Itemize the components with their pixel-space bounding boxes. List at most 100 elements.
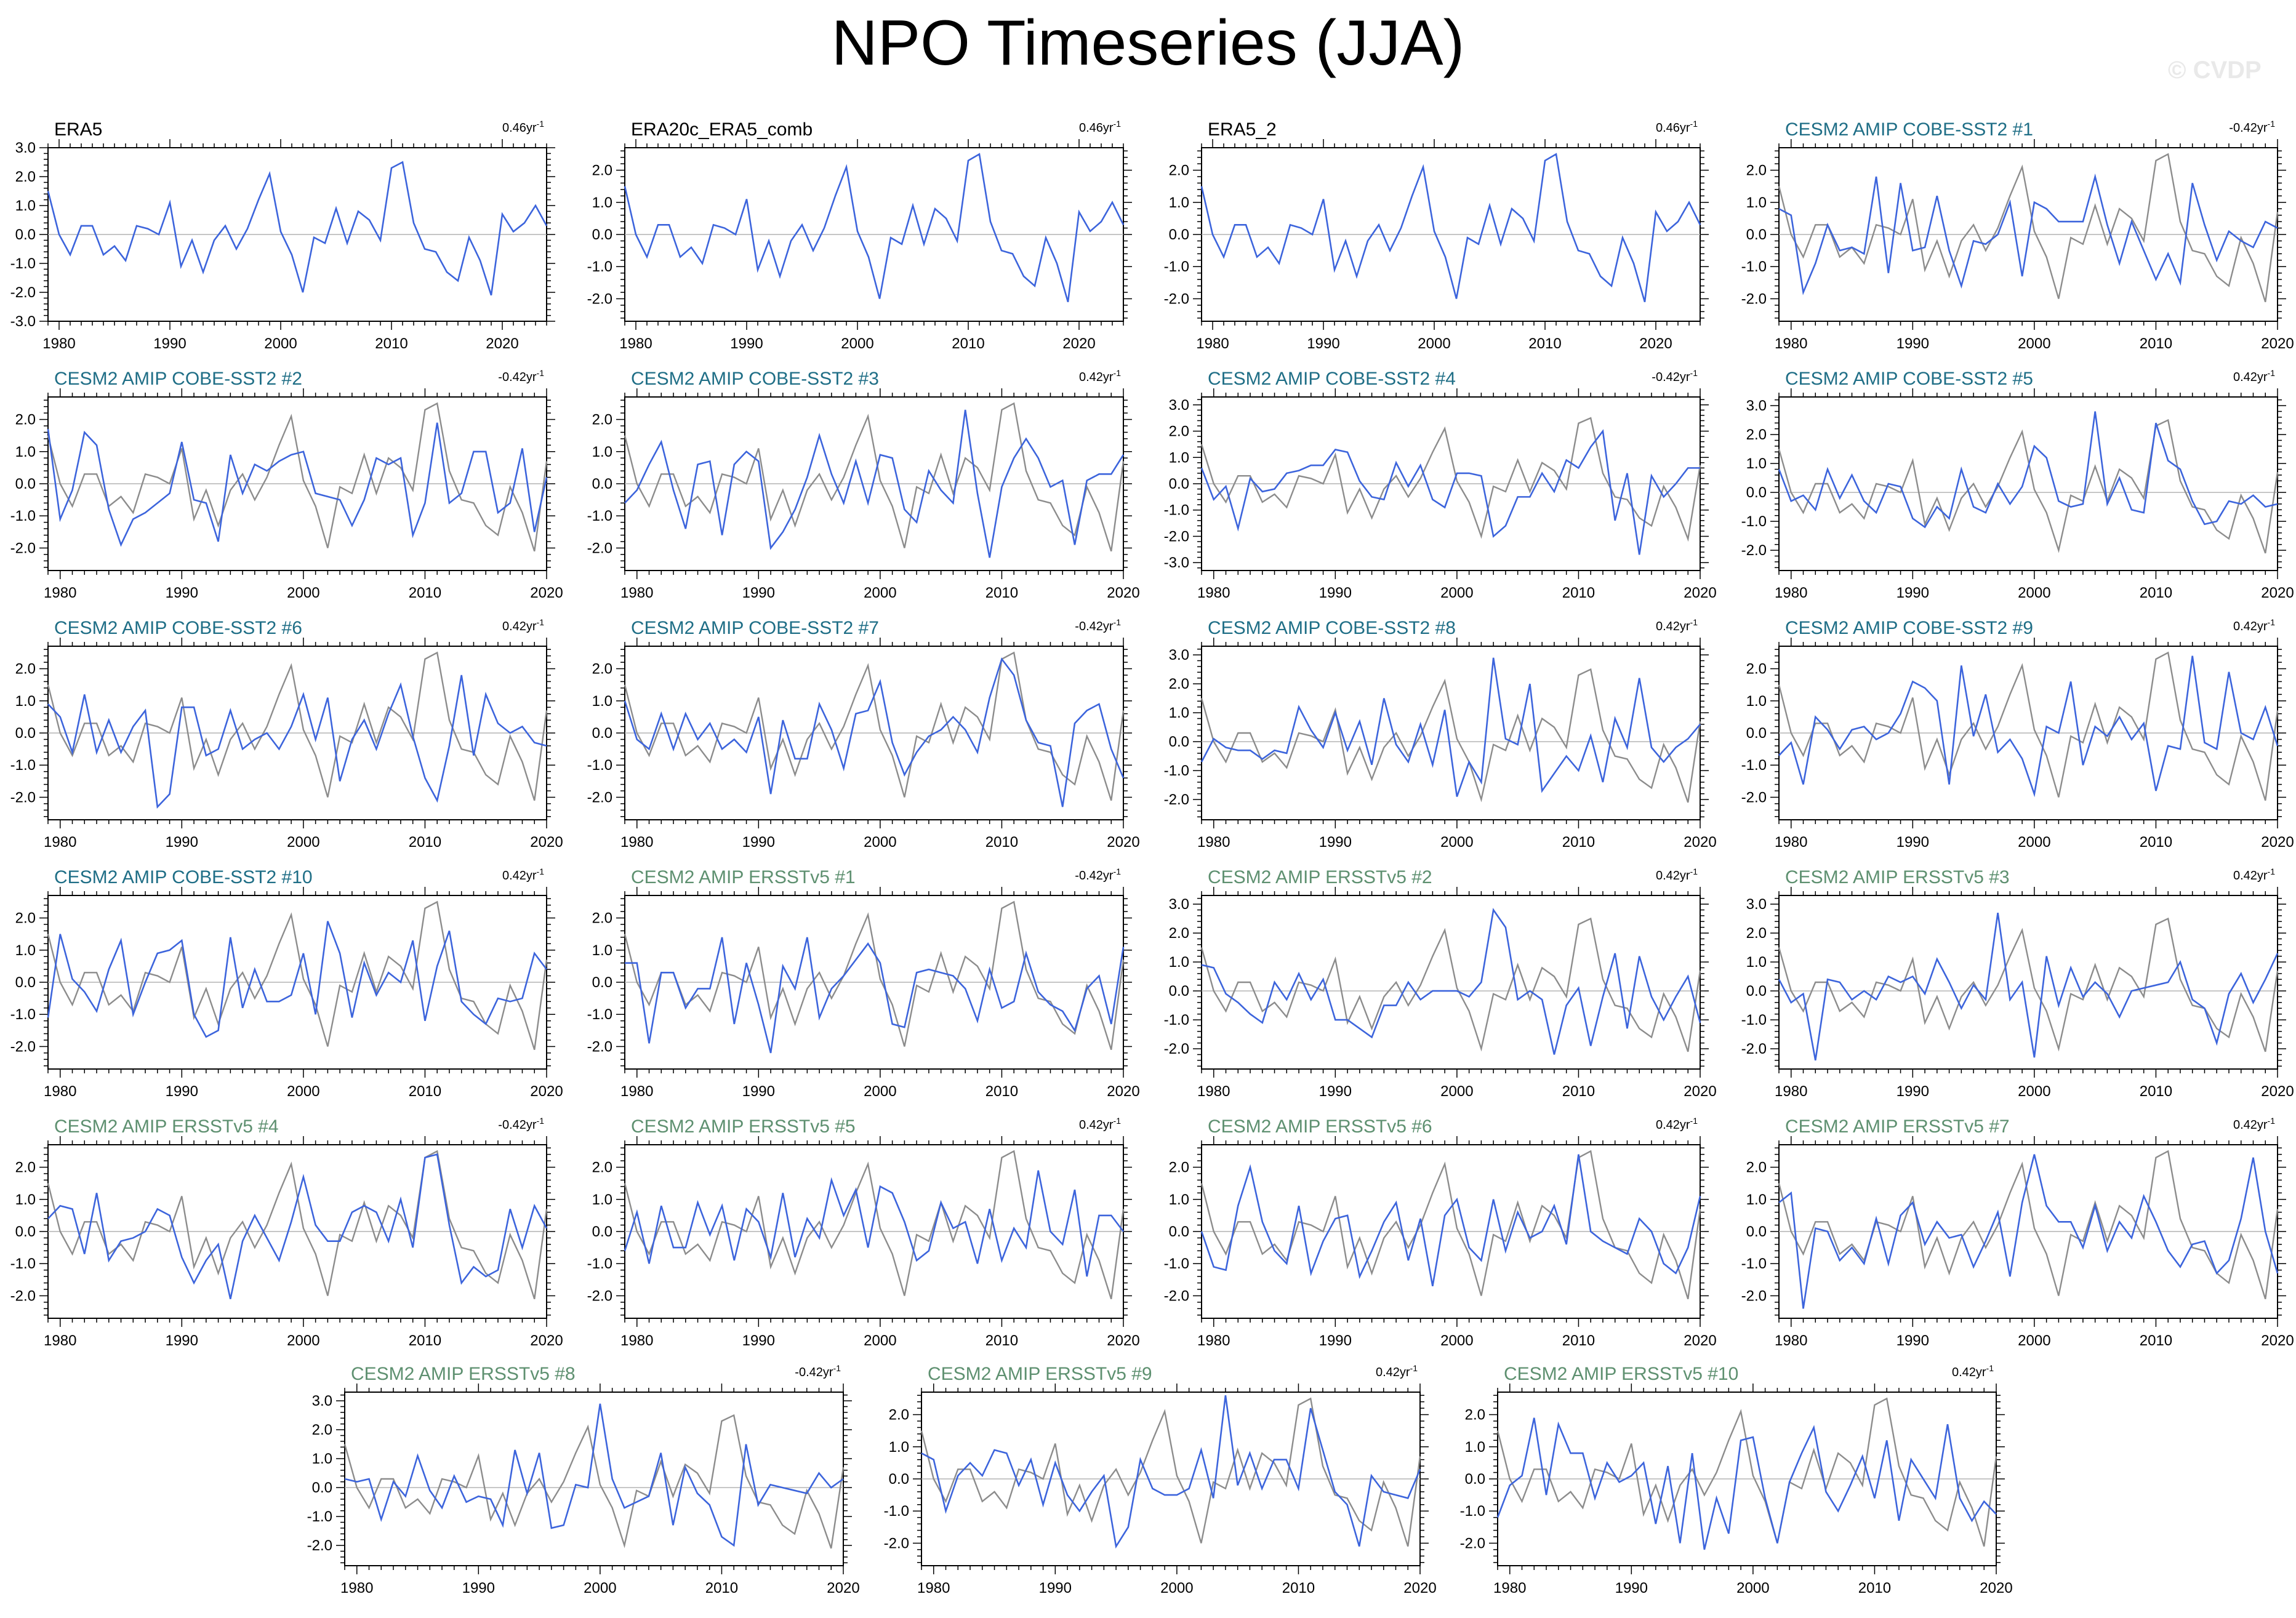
y-tick-label: 2.0 (1169, 162, 1189, 179)
obs-series-line (1778, 419, 2279, 554)
trend-superscript: -1 (1114, 119, 1122, 129)
x-tick-label: 2000 (2018, 335, 2050, 352)
x-tick-label: 2020 (1107, 1083, 1139, 1100)
x-tick-label: 2020 (1684, 1083, 1716, 1100)
obs-series-line (47, 900, 548, 1051)
y-tick-label: 2.0 (592, 412, 612, 428)
y-tick-label: 2.0 (592, 1159, 612, 1176)
watermark: © CVDP (2168, 57, 2262, 84)
y-tick-label: -2.0 (1741, 789, 1767, 806)
x-tick-label: 1980 (44, 1083, 76, 1100)
x-tick-label: 1980 (620, 1083, 653, 1100)
y-tick-label: 1.0 (1169, 449, 1189, 466)
y-tick-label: 2.0 (1746, 661, 1767, 678)
y-tick-label: 2.0 (1169, 925, 1189, 942)
x-tick-label: 2010 (985, 834, 1018, 851)
y-tick-label: 0.0 (592, 974, 612, 991)
x-tick-label: 1980 (1197, 834, 1230, 851)
trend-superscript: -1 (1690, 119, 1698, 129)
y-tick-label: 1.0 (15, 198, 36, 214)
x-tick-label: 2010 (1528, 335, 1561, 352)
y-tick-label: 1.0 (1169, 194, 1189, 211)
x-tick-label: 1990 (730, 335, 763, 352)
trend-superscript: -1 (537, 368, 545, 378)
y-tick-label: -2.0 (10, 540, 36, 556)
y-tick-label: -2.0 (1164, 791, 1189, 808)
y-tick-label: -1.0 (10, 757, 36, 774)
x-tick-label: 2020 (1639, 335, 1672, 352)
obs-series-line (624, 900, 1125, 1051)
trend-label: 0.42yr-1 (1656, 1116, 1698, 1132)
series-line (344, 1403, 844, 1547)
y-tick-label: 2.0 (15, 169, 36, 185)
y-tick-label: -2.0 (1164, 1041, 1189, 1057)
trend-superscript: -1 (1690, 368, 1698, 378)
trend-superscript: -1 (537, 617, 545, 627)
x-tick-label: 1990 (742, 585, 775, 601)
y-tick-label: 1.0 (889, 1439, 909, 1456)
trend-label: -0.42yr-1 (1075, 617, 1121, 633)
trend-label: -0.42yr-1 (1652, 368, 1698, 384)
y-tick-label: 3.0 (312, 1393, 332, 1409)
y-tick-label: -2.0 (10, 789, 36, 806)
x-tick-label: 1980 (44, 834, 76, 851)
y-tick-label: -3.0 (10, 313, 36, 330)
x-tick-label: 1990 (153, 335, 186, 352)
series-line (47, 161, 548, 296)
x-tick-label: 1990 (742, 1083, 775, 1100)
y-tick-label: -2.0 (1460, 1535, 1485, 1552)
y-tick-label: -2.0 (1741, 1288, 1767, 1304)
obs-series-line (47, 1150, 548, 1300)
x-tick-label: 2010 (2140, 834, 2172, 851)
y-tick-label: 0.0 (1746, 983, 1767, 999)
x-tick-label: 1990 (742, 834, 775, 851)
x-tick-label: 2020 (530, 585, 563, 601)
x-tick-label: 2010 (375, 335, 407, 352)
series-line (1778, 173, 2278, 295)
x-tick-label: 1980 (340, 1580, 373, 1596)
series-line (624, 657, 1125, 807)
trend-superscript: -1 (2268, 617, 2276, 627)
trend-label: 0.42yr-1 (1079, 368, 1121, 384)
trend-label: 0.42yr-1 (2233, 1116, 2275, 1132)
x-tick-label: 2020 (2261, 335, 2294, 352)
trend-label: -0.42yr-1 (498, 368, 544, 384)
y-tick-label: 1.0 (1746, 455, 1767, 472)
x-tick-label: 2000 (1440, 834, 1473, 851)
obs-series-line (1496, 1397, 1997, 1547)
y-tick-label: 1.0 (1169, 1191, 1189, 1208)
x-tick-label: 2010 (1562, 585, 1595, 601)
trend-superscript: -1 (833, 1363, 841, 1373)
y-tick-label: 1.0 (15, 942, 36, 959)
trend-superscript: -1 (1114, 867, 1122, 876)
x-tick-label: 2020 (530, 1083, 563, 1100)
series-line (625, 937, 1125, 1054)
x-tick-label: 1990 (166, 1083, 198, 1100)
x-tick-label: 2010 (409, 834, 441, 851)
y-tick-label: 0.0 (15, 476, 36, 492)
x-tick-label: 2010 (1562, 834, 1595, 851)
panel-title: CESM2 AMIP ERSSTv5 #2 (1208, 867, 1432, 887)
panel-title: CESM2 AMIP COBE-SST2 #1 (1785, 119, 2033, 140)
obs-series-line (47, 651, 548, 801)
y-tick-label: -1.0 (1460, 1503, 1485, 1520)
plot-frame (1201, 646, 1701, 820)
series-line (1200, 153, 1701, 303)
trend-label: -0.42yr-1 (795, 1363, 841, 1379)
x-tick-label: 2000 (264, 335, 297, 352)
x-tick-label: 2000 (2018, 1083, 2050, 1100)
y-tick-label: 1.0 (1746, 954, 1767, 971)
trend-label: 0.46yr-1 (1079, 119, 1121, 135)
y-tick-label: 2.0 (1169, 1159, 1189, 1176)
series-line (1496, 1417, 1997, 1550)
x-tick-label: 1980 (44, 585, 76, 601)
x-tick-label: 2000 (287, 1332, 319, 1349)
y-tick-label: -1.0 (1741, 258, 1767, 275)
y-tick-label: 1.0 (1746, 693, 1767, 710)
x-tick-label: 1990 (1897, 335, 1929, 352)
trend-label: 0.42yr-1 (1952, 1363, 1994, 1379)
y-tick-label: -1.0 (10, 255, 36, 272)
y-tick-label: 1.0 (15, 693, 36, 710)
y-tick-label: -2.0 (1164, 290, 1189, 307)
x-tick-label: 2020 (530, 834, 563, 851)
